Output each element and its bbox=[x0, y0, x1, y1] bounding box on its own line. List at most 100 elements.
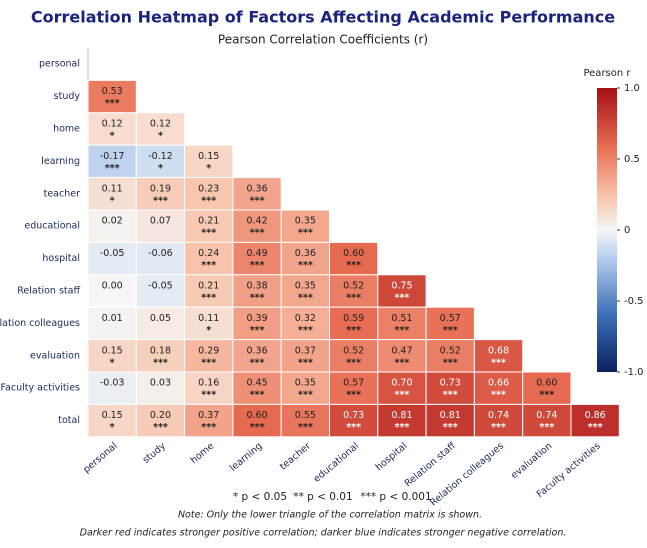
cell-stars: *** bbox=[201, 390, 216, 401]
cell-value: 0.37 bbox=[295, 345, 316, 356]
cell-value: 0.01 bbox=[102, 313, 123, 324]
y-tick-label: hospital bbox=[42, 253, 80, 264]
cell-value: 0.11 bbox=[198, 313, 219, 324]
cell-stars: * bbox=[110, 131, 115, 142]
heatmap-cell bbox=[377, 274, 427, 308]
cell-stars: *** bbox=[346, 260, 361, 271]
heatmap-cell bbox=[184, 177, 234, 211]
cell-stars: *** bbox=[250, 260, 265, 271]
cell-stars: *** bbox=[250, 357, 265, 368]
cell-stars: * bbox=[110, 195, 115, 206]
heatmap-cell bbox=[184, 209, 234, 243]
y-tick-label: Faculty activities bbox=[1, 383, 81, 394]
cell-value: 0.23 bbox=[198, 183, 219, 194]
cell-stars: *** bbox=[443, 325, 458, 336]
heatmap-cell bbox=[135, 306, 186, 341]
cell-stars: *** bbox=[298, 357, 313, 368]
y-tick-label: Relation colleagues bbox=[0, 318, 80, 329]
cell-value: -0.17 bbox=[100, 151, 125, 162]
cell-value: 0.02 bbox=[102, 216, 123, 227]
cell-stars: *** bbox=[105, 163, 120, 174]
cell-value: 0.07 bbox=[150, 216, 171, 227]
heatmap-cell bbox=[87, 339, 137, 373]
cell-stars: *** bbox=[298, 293, 313, 304]
heatmap-cell bbox=[329, 274, 379, 308]
heatmap-cell bbox=[232, 209, 282, 243]
x-tick-label: evaluation bbox=[509, 441, 554, 482]
chart-title: Correlation Heatmap of Factors Affecting… bbox=[31, 8, 615, 27]
colorbar-tick-label: 1.0 bbox=[624, 83, 640, 94]
heatmap-cell bbox=[522, 371, 572, 405]
x-tick-label: learning bbox=[228, 441, 265, 474]
cell-value: 0.49 bbox=[246, 248, 267, 259]
cell-value: 0.57 bbox=[343, 378, 364, 389]
cell-value: 0.36 bbox=[246, 183, 267, 194]
cell-value: 0.12 bbox=[150, 119, 171, 130]
heatmap-cell bbox=[280, 209, 331, 243]
cell-value: 0.59 bbox=[343, 313, 364, 324]
cell-value: 0.19 bbox=[150, 183, 171, 194]
cell-value: 0.81 bbox=[440, 410, 461, 421]
cell-value: 0.60 bbox=[246, 410, 267, 421]
significance-legend: ** p < 0.01 bbox=[293, 491, 352, 503]
heatmap-cell bbox=[232, 403, 282, 438]
cell-stars: *** bbox=[250, 390, 265, 401]
cell-value: 0.60 bbox=[343, 248, 364, 259]
cell-stars: *** bbox=[491, 357, 506, 368]
chart-subtitle: Pearson Correlation Coefficients (r) bbox=[218, 33, 428, 47]
cell-stars: *** bbox=[250, 293, 265, 304]
cell-stars: *** bbox=[201, 195, 216, 206]
heatmap-cell bbox=[377, 371, 427, 405]
heatmap-cell bbox=[425, 306, 475, 341]
cell-stars: *** bbox=[201, 422, 216, 433]
cell-stars: *** bbox=[250, 422, 265, 433]
cell-stars: *** bbox=[539, 422, 554, 433]
cell-value: 0.37 bbox=[198, 410, 219, 421]
cell-stars: *** bbox=[394, 293, 409, 304]
y-tick-label: evaluation bbox=[30, 350, 80, 361]
x-tick-label: study bbox=[141, 440, 169, 466]
heatmap-cell bbox=[87, 306, 137, 341]
cell-value: 0.16 bbox=[198, 378, 219, 389]
colorbar bbox=[597, 88, 617, 372]
heatmap-cell bbox=[280, 403, 331, 438]
cell-stars: *** bbox=[153, 195, 168, 206]
cell-value: 0.60 bbox=[536, 378, 557, 389]
cell-value: 0.74 bbox=[536, 410, 557, 421]
x-tick-label: educational bbox=[312, 441, 362, 485]
cell-stars: *** bbox=[298, 228, 313, 239]
cell-stars: * bbox=[110, 422, 115, 433]
cell-value: 0.47 bbox=[391, 345, 412, 356]
cell-stars: *** bbox=[346, 422, 361, 433]
cell-stars: *** bbox=[298, 422, 313, 433]
cell-value: 0.32 bbox=[295, 313, 316, 324]
x-tick-label: teacher bbox=[278, 441, 313, 473]
x-tick-label: home bbox=[189, 440, 217, 466]
y-tick-label: teacher bbox=[44, 188, 80, 199]
cell-value: -0.06 bbox=[148, 248, 173, 259]
note: Note: Only the lower triangle of the cor… bbox=[178, 510, 482, 521]
heatmap-cell bbox=[232, 177, 282, 211]
heatmap-cell bbox=[184, 241, 234, 276]
y-tick-label: educational bbox=[24, 221, 80, 232]
heatmap-cell bbox=[232, 241, 282, 276]
cell-value: 0.45 bbox=[246, 378, 267, 389]
cell-value: -0.03 bbox=[100, 378, 125, 389]
cell-value: 0.57 bbox=[440, 313, 461, 324]
caption: Darker red indicates stronger positive c… bbox=[80, 528, 567, 539]
colorbar-tick-label: 0.5 bbox=[624, 154, 640, 165]
cell-stars: * bbox=[206, 325, 211, 336]
heatmap-cell bbox=[425, 371, 475, 405]
cell-stars: * bbox=[158, 163, 163, 174]
cell-stars: *** bbox=[250, 195, 265, 206]
y-tick-label: learning bbox=[41, 156, 80, 167]
heatmap-cell bbox=[232, 306, 282, 341]
cell-value: 0.15 bbox=[198, 151, 219, 162]
heatmap-cell bbox=[184, 144, 234, 179]
cell-value: 0.20 bbox=[150, 410, 171, 421]
cell-stars: *** bbox=[394, 422, 409, 433]
cell-value: 0.15 bbox=[102, 410, 123, 421]
cell-value: 0.35 bbox=[295, 281, 316, 292]
x-tick-label: hospital bbox=[374, 441, 410, 474]
cell-stars: *** bbox=[105, 98, 120, 109]
